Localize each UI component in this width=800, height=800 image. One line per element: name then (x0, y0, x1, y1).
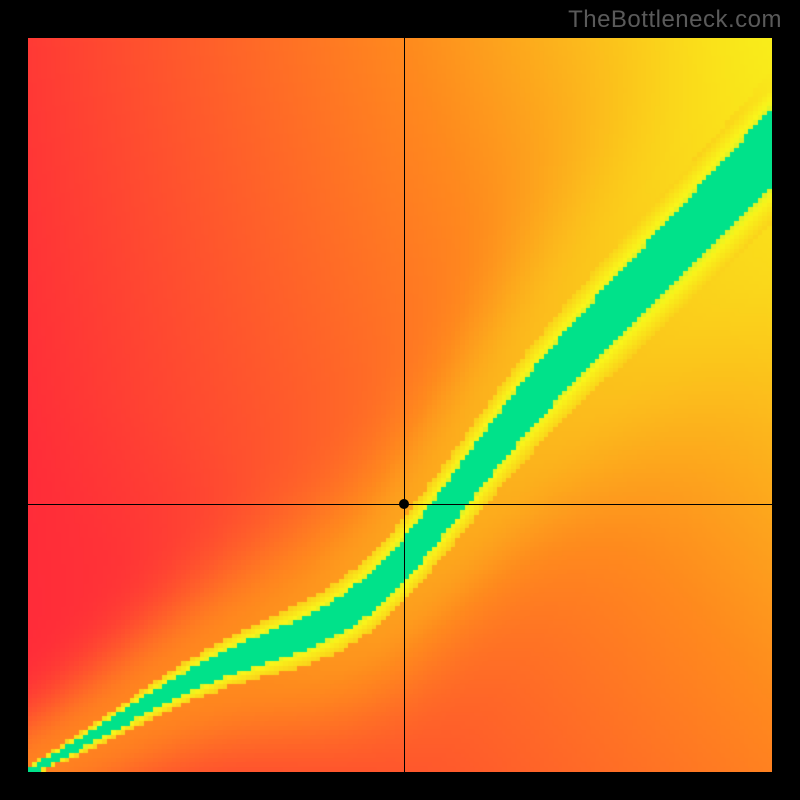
heatmap-canvas (28, 38, 772, 772)
chart-container: TheBottleneck.com (0, 0, 800, 800)
watermark-text: TheBottleneck.com (568, 6, 782, 34)
crosshair-dot (399, 499, 409, 509)
crosshair-vertical (404, 38, 405, 772)
plot-area (28, 38, 772, 772)
